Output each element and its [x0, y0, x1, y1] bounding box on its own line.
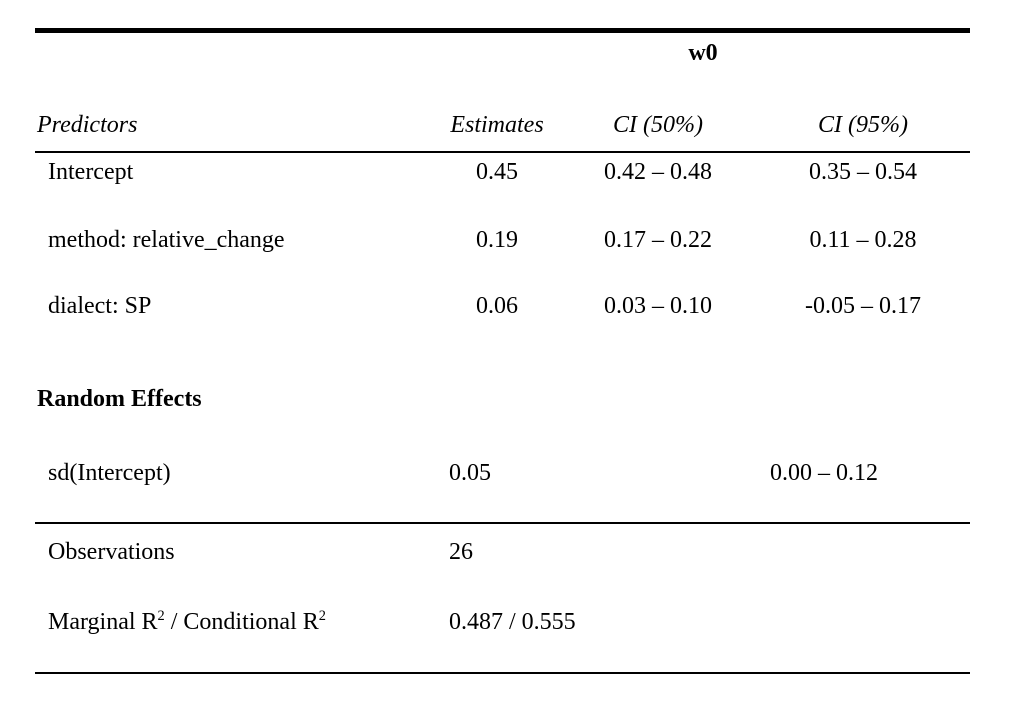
r2-label-sup1: 2	[157, 608, 165, 624]
col-header-estimates: Estimates	[450, 112, 544, 138]
observations-label: Observations	[48, 539, 175, 565]
ci95-cell: -0.05 – 0.17	[805, 293, 921, 319]
top-thick-rule	[35, 28, 970, 33]
term-cell: sd(Intercept)	[48, 460, 171, 486]
col-header-ci95: CI (95%)	[818, 112, 908, 138]
summary-rule	[35, 522, 970, 524]
term-cell: dialect: SP	[48, 293, 152, 319]
header-rule	[35, 151, 970, 153]
estimate-cell: 0.19	[476, 227, 518, 253]
random-effects-heading: Random Effects	[37, 386, 202, 412]
ci50-cell: 0.17 – 0.22	[604, 227, 712, 253]
r2-label: Marginal R2 / Conditional R2	[48, 608, 326, 635]
r2-label-part2: / Conditional R	[164, 609, 319, 635]
col-header-ci50: CI (50%)	[613, 112, 703, 138]
bottom-rule	[35, 672, 970, 674]
col-header-predictors: Predictors	[37, 112, 138, 138]
ci95-cell: 0.35 – 0.54	[809, 159, 917, 185]
estimate-cell: 0.45	[476, 159, 518, 185]
r2-label-part1: Marginal R	[48, 609, 158, 635]
ci50-cell: 0.42 – 0.48	[604, 159, 712, 185]
term-cell: Intercept	[48, 159, 134, 185]
term-cell: method: relative_change	[48, 227, 285, 253]
r2-label-sup2: 2	[318, 608, 326, 624]
r2-value: 0.487 / 0.555	[449, 609, 576, 635]
observations-value: 26	[449, 539, 473, 565]
estimate-cell: 0.06	[476, 293, 518, 319]
estimate-cell: 0.05	[449, 460, 491, 486]
ci95-cell: 0.00 – 0.12	[770, 460, 878, 486]
model-name: w0	[688, 40, 718, 66]
ci95-cell: 0.11 – 0.28	[809, 227, 917, 253]
ci50-cell: 0.03 – 0.10	[604, 293, 712, 319]
